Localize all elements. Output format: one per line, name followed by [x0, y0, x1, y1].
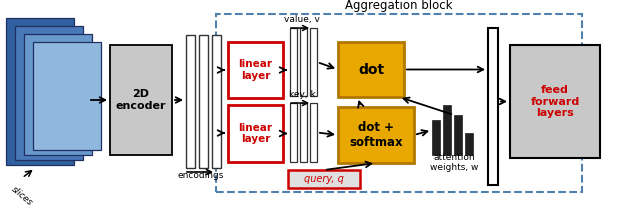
Bar: [443, 105, 451, 155]
Text: linear
layer: linear layer: [239, 59, 273, 81]
Bar: [338, 42, 404, 97]
Bar: [432, 120, 440, 155]
Text: linear
layer: linear layer: [239, 123, 273, 144]
Bar: [199, 35, 208, 168]
Bar: [110, 45, 172, 155]
Bar: [290, 28, 297, 96]
Bar: [488, 28, 498, 185]
Bar: [24, 34, 92, 155]
Text: dot +
softmax: dot + softmax: [349, 121, 403, 149]
Bar: [310, 103, 317, 162]
Bar: [186, 35, 195, 168]
Bar: [216, 14, 582, 192]
Bar: [465, 133, 473, 155]
Bar: [228, 42, 283, 98]
Text: 2D
encoder: 2D encoder: [116, 89, 166, 111]
Bar: [300, 28, 307, 96]
Bar: [212, 35, 221, 168]
Bar: [33, 42, 101, 150]
Bar: [510, 45, 600, 158]
Bar: [338, 107, 414, 163]
Text: Aggregation block: Aggregation block: [345, 0, 452, 12]
Text: query, q: query, q: [304, 174, 344, 184]
Text: slices: slices: [10, 185, 35, 206]
Text: value, v: value, v: [284, 15, 320, 24]
Bar: [454, 115, 462, 155]
Bar: [288, 170, 360, 188]
Text: attention
weights, w: attention weights, w: [430, 153, 478, 172]
Bar: [6, 18, 74, 165]
Text: dot: dot: [358, 62, 384, 76]
Bar: [228, 105, 283, 162]
Bar: [310, 28, 317, 96]
Text: key, k: key, k: [289, 90, 316, 99]
Bar: [15, 26, 83, 160]
Bar: [300, 103, 307, 162]
Text: encodings: encodings: [178, 171, 224, 180]
Bar: [290, 103, 297, 162]
Text: feed
forward
layers: feed forward layers: [531, 85, 580, 118]
